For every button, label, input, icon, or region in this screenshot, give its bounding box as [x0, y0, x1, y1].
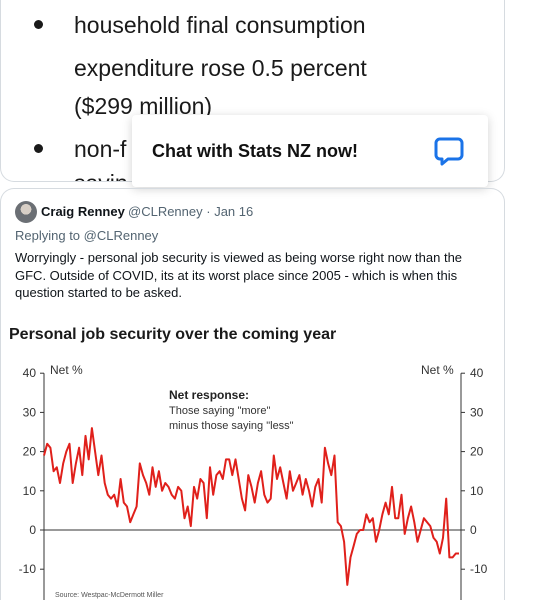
avatar[interactable] — [15, 201, 37, 223]
right-tick-label: 30 — [470, 405, 484, 419]
right-tick-label: 0 — [470, 523, 477, 537]
bullet-line: non-f — [74, 136, 127, 162]
chat-bubble-icon[interactable] — [434, 136, 464, 166]
chart-title: Personal job security over the coming ye… — [9, 326, 336, 343]
right-tick-label: 40 — [470, 366, 484, 380]
chat-widget[interactable]: Chat with Stats NZ now! — [132, 115, 488, 187]
series-line — [43, 427, 459, 586]
author-handle[interactable]: @CLRenney — [128, 204, 203, 219]
right-axis-label: Net % — [421, 363, 454, 377]
right-tick-label: -10 — [470, 562, 488, 576]
tweet-text: Worryingly - personal job security is vi… — [15, 250, 463, 300]
left-tick-label: 30 — [23, 405, 37, 419]
left-tick-label: 10 — [23, 484, 37, 498]
job-security-chart: Personal job security over the coming ye… — [9, 326, 488, 600]
right-tick-label: 10 — [470, 484, 484, 498]
partial-line: savin — [74, 170, 128, 181]
bullet-line: ($299 million) — [74, 93, 213, 119]
left-axis-label: Net % — [50, 363, 83, 377]
bullet-line: expenditure rose 0.5 percent — [74, 55, 367, 81]
annotation-title: Net response: — [169, 388, 249, 402]
tweet-date[interactable]: · Jan 16 — [206, 204, 254, 219]
bullet-dot-icon — [34, 20, 43, 29]
left-tick-label: 0 — [29, 523, 36, 537]
bullet-line: household final consumption — [74, 12, 366, 38]
author-handle-and-date: @CLRenney · Jan 16 — [128, 204, 253, 219]
author-name[interactable]: Craig Renney — [41, 204, 125, 219]
right-tick-label: 20 — [470, 445, 484, 459]
chart-source: Source: Westpac-McDermott Miller — [55, 592, 164, 599]
annotation-line: minus those saying "less" — [169, 420, 294, 432]
left-tick-label: 40 — [23, 366, 37, 380]
left-tick-label: 20 — [23, 445, 37, 459]
bullet-dot-icon — [34, 144, 43, 153]
left-tick-label: -10 — [19, 562, 37, 576]
tweet[interactable]: Craig Renney @CLRenney · Jan 16 Replying… — [0, 188, 505, 600]
replying-to[interactable]: Replying to @CLRenney — [15, 228, 159, 243]
chat-widget-label[interactable]: Chat with Stats NZ now! — [152, 141, 358, 161]
annotation-line: Those saying "more" — [169, 405, 270, 417]
